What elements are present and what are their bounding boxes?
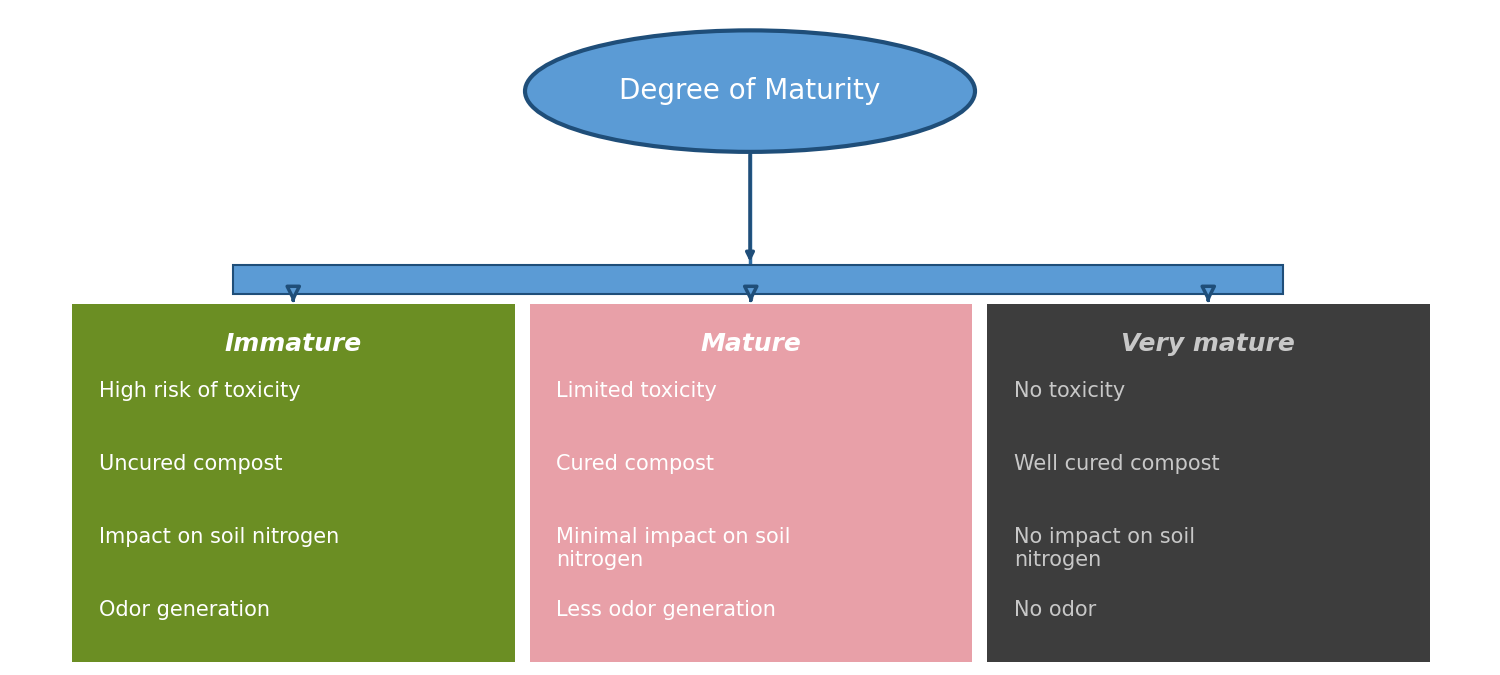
Bar — [530, 304, 972, 662]
Text: Limited toxicity: Limited toxicity — [556, 381, 717, 402]
Text: No odor: No odor — [1014, 600, 1096, 620]
Bar — [72, 304, 514, 662]
Text: Immature: Immature — [225, 332, 362, 356]
Text: High risk of toxicity: High risk of toxicity — [99, 381, 300, 402]
Ellipse shape — [525, 30, 975, 152]
Text: Less odor generation: Less odor generation — [556, 600, 777, 620]
Text: Odor generation: Odor generation — [99, 600, 270, 620]
Text: Cured compost: Cured compost — [556, 454, 714, 475]
Text: Well cured compost: Well cured compost — [1014, 454, 1220, 475]
Text: Uncured compost: Uncured compost — [99, 454, 282, 475]
Text: Very mature: Very mature — [1122, 332, 1294, 356]
Bar — [232, 265, 1282, 294]
Bar — [987, 304, 1430, 662]
Text: Degree of Maturity: Degree of Maturity — [620, 77, 880, 105]
Text: Mature: Mature — [700, 332, 801, 356]
Text: Impact on soil nitrogen: Impact on soil nitrogen — [99, 527, 339, 547]
Text: No impact on soil
nitrogen: No impact on soil nitrogen — [1014, 527, 1196, 570]
Text: No toxicity: No toxicity — [1014, 381, 1125, 402]
Text: Minimal impact on soil
nitrogen: Minimal impact on soil nitrogen — [556, 527, 790, 570]
